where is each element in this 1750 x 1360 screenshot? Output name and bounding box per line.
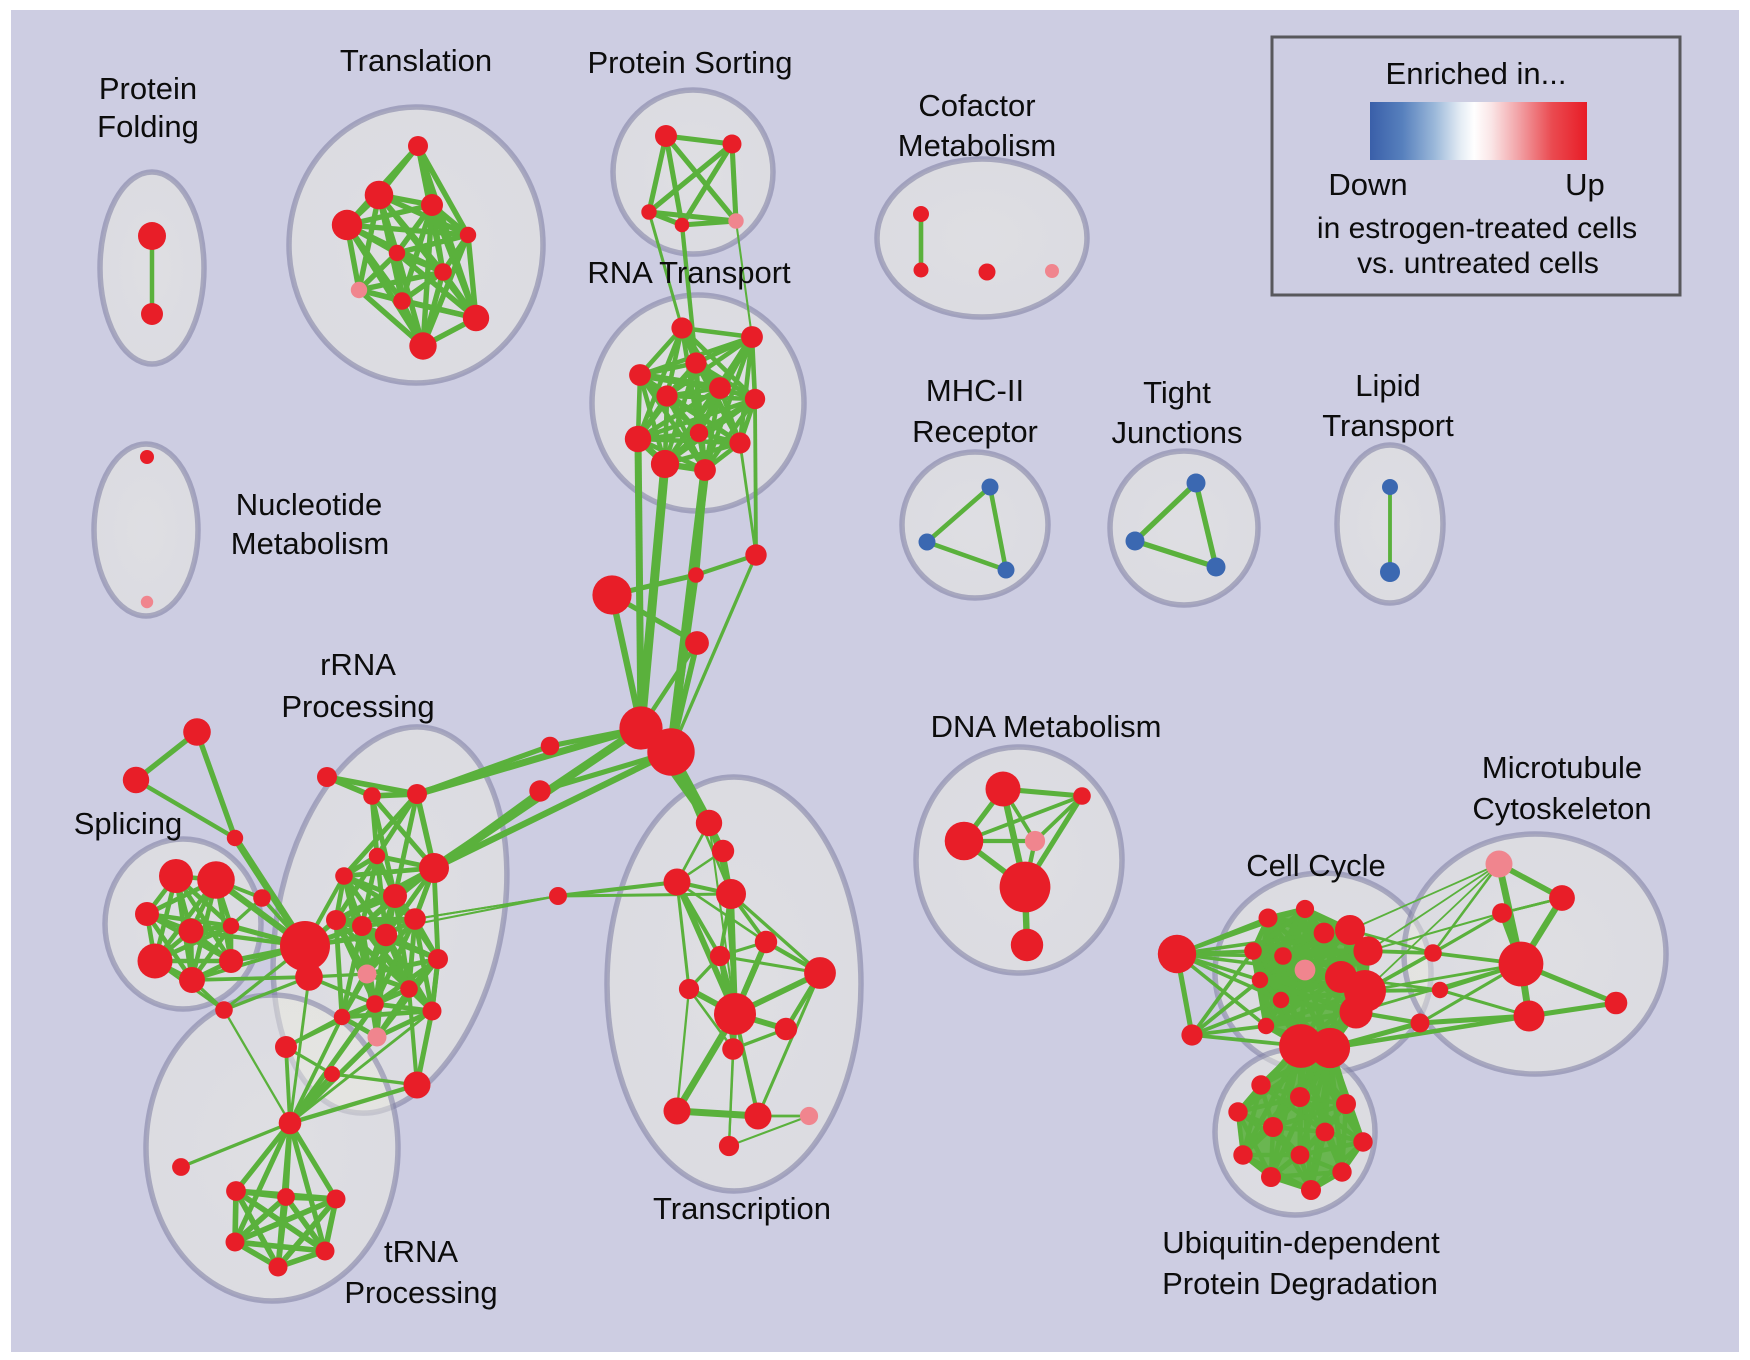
svg-text:vs. untreated cells: vs. untreated cells: [1357, 247, 1599, 280]
svg-text:Translation: Translation: [340, 43, 492, 78]
svg-text:Splicing: Splicing: [74, 806, 183, 841]
svg-text:Tight: Tight: [1143, 375, 1211, 410]
svg-text:Transcription: Transcription: [653, 1191, 831, 1226]
svg-text:Metabolism: Metabolism: [898, 128, 1057, 163]
svg-text:Cell Cycle: Cell Cycle: [1246, 848, 1386, 883]
svg-text:Up: Up: [1565, 167, 1605, 202]
svg-text:Metabolism: Metabolism: [231, 526, 390, 561]
svg-text:tRNA: tRNA: [384, 1234, 458, 1269]
svg-text:MHC-II: MHC-II: [926, 373, 1024, 408]
svg-text:in estrogen-treated cells: in estrogen-treated cells: [1317, 212, 1637, 245]
svg-text:Processing: Processing: [344, 1275, 497, 1310]
svg-text:Cofactor: Cofactor: [918, 88, 1035, 123]
svg-text:RNA Transport: RNA Transport: [587, 255, 791, 290]
svg-text:Microtubule: Microtubule: [1482, 750, 1642, 785]
svg-text:Processing: Processing: [281, 689, 434, 724]
svg-text:Protein Sorting: Protein Sorting: [587, 45, 792, 80]
svg-text:Nucleotide: Nucleotide: [236, 487, 382, 522]
svg-text:Junctions: Junctions: [1112, 415, 1243, 450]
svg-text:Protein: Protein: [99, 71, 197, 106]
svg-text:Receptor: Receptor: [912, 414, 1038, 449]
svg-text:Transport: Transport: [1322, 408, 1454, 443]
svg-text:Ubiquitin-dependent: Ubiquitin-dependent: [1162, 1225, 1440, 1260]
svg-text:Enriched in...: Enriched in...: [1386, 56, 1567, 91]
svg-text:Lipid: Lipid: [1355, 368, 1421, 403]
svg-text:DNA Metabolism: DNA Metabolism: [931, 709, 1162, 744]
svg-text:Protein Degradation: Protein Degradation: [1162, 1266, 1438, 1301]
svg-text:Cytoskeleton: Cytoskeleton: [1472, 791, 1651, 826]
svg-text:Down: Down: [1328, 167, 1407, 202]
svg-text:Folding: Folding: [97, 109, 199, 144]
svg-text:rRNA: rRNA: [320, 647, 396, 682]
